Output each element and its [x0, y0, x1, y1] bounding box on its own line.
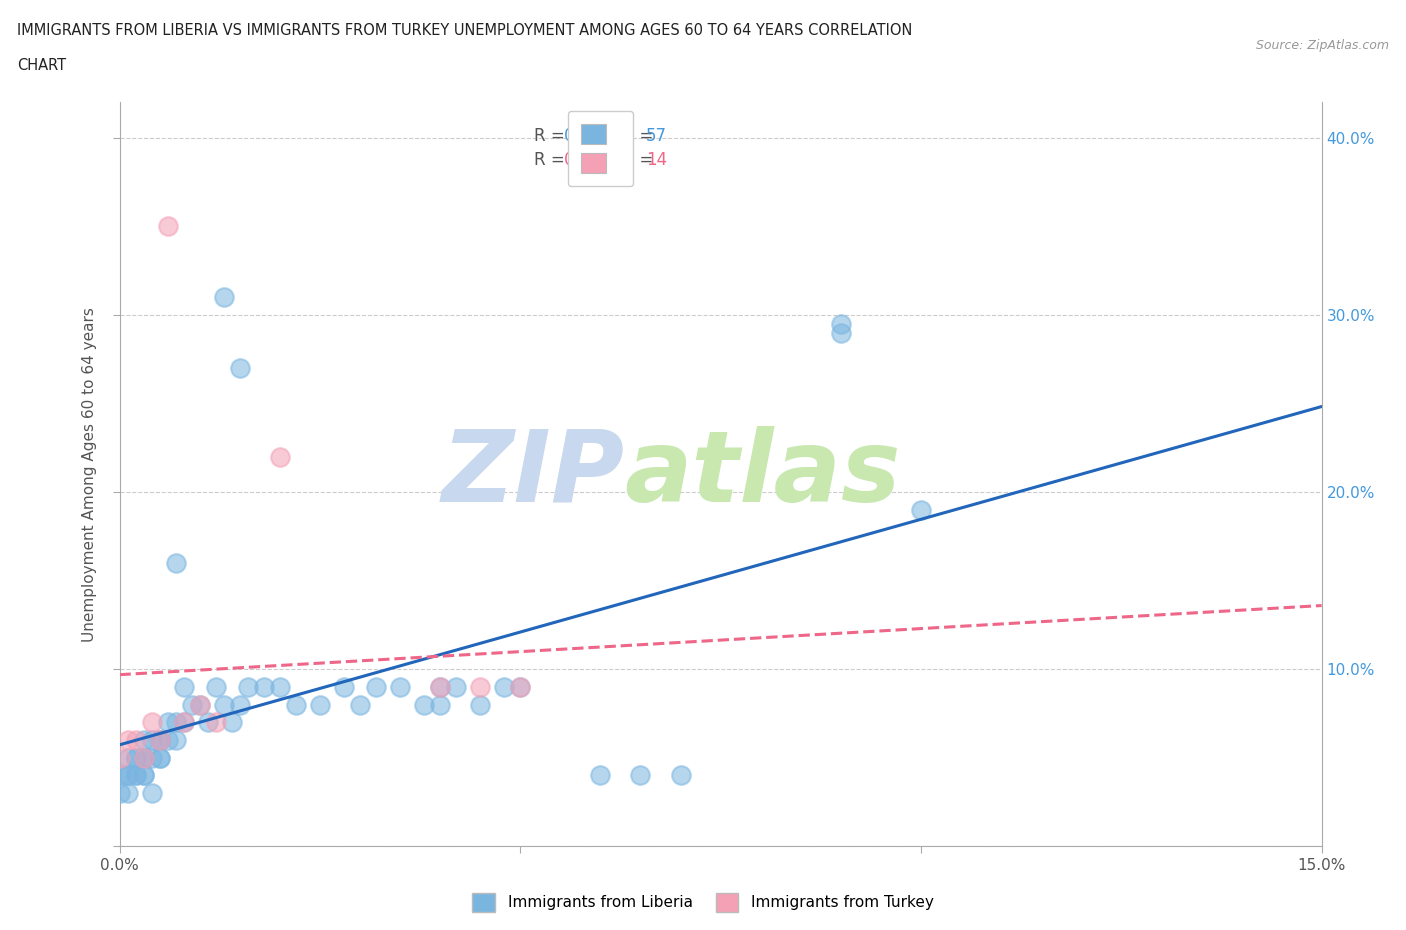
Point	[509, 680, 531, 695]
Point	[149, 751, 172, 765]
Point	[212, 698, 235, 712]
Text: R =: R =	[534, 126, 571, 145]
Point	[388, 680, 412, 695]
Point	[188, 698, 211, 712]
Point	[124, 751, 146, 765]
Point	[212, 290, 235, 305]
Legend: , : ,	[568, 111, 633, 186]
Point	[141, 786, 163, 801]
Text: N =: N =	[606, 126, 659, 145]
Point	[468, 680, 492, 695]
Point	[589, 768, 612, 783]
Text: 0.285: 0.285	[564, 126, 612, 145]
Point	[132, 768, 155, 783]
Point	[173, 680, 195, 695]
Point	[132, 768, 155, 783]
Point	[141, 733, 163, 748]
Point	[117, 786, 139, 801]
Point	[132, 751, 155, 765]
Point	[132, 751, 155, 765]
Text: 14: 14	[645, 152, 668, 169]
Point	[509, 680, 531, 695]
Point	[141, 751, 163, 765]
Point	[173, 715, 195, 730]
Text: Source: ZipAtlas.com: Source: ZipAtlas.com	[1256, 39, 1389, 52]
Point	[141, 715, 163, 730]
Point	[364, 680, 387, 695]
Point	[149, 733, 172, 748]
Point	[180, 698, 202, 712]
Point	[429, 680, 451, 695]
Point	[124, 768, 146, 783]
Y-axis label: Unemployment Among Ages 60 to 64 years: Unemployment Among Ages 60 to 64 years	[82, 307, 97, 642]
Point	[156, 219, 179, 233]
Point	[468, 698, 492, 712]
Point	[149, 751, 172, 765]
Point	[117, 733, 139, 748]
Point	[124, 768, 146, 783]
Text: 0.138: 0.138	[564, 152, 612, 169]
Point	[156, 715, 179, 730]
Legend: Immigrants from Liberia, Immigrants from Turkey: Immigrants from Liberia, Immigrants from…	[467, 887, 939, 918]
Point	[108, 768, 131, 783]
Text: atlas: atlas	[624, 426, 901, 523]
Point	[165, 715, 187, 730]
Point	[188, 698, 211, 712]
Point	[309, 698, 332, 712]
Point	[333, 680, 356, 695]
Text: 57: 57	[645, 126, 666, 145]
Point	[269, 449, 291, 464]
Point	[173, 715, 195, 730]
Point	[830, 326, 852, 340]
Point	[221, 715, 243, 730]
Point	[253, 680, 276, 695]
Point	[429, 698, 451, 712]
Point	[494, 680, 516, 695]
Point	[124, 733, 146, 748]
Point	[630, 768, 652, 783]
Point	[204, 680, 226, 695]
Point	[284, 698, 307, 712]
Point	[197, 715, 219, 730]
Point	[124, 751, 146, 765]
Point	[132, 733, 155, 748]
Point	[228, 698, 252, 712]
Point	[149, 733, 172, 748]
Point	[156, 733, 179, 748]
Point	[165, 733, 187, 748]
Point	[117, 768, 139, 783]
Point	[108, 751, 131, 765]
Point	[429, 680, 451, 695]
Point	[132, 751, 155, 765]
Point	[669, 768, 692, 783]
Point	[910, 502, 932, 517]
Point	[413, 698, 436, 712]
Point	[228, 361, 252, 376]
Point	[269, 680, 291, 695]
Text: N =: N =	[606, 152, 659, 169]
Point	[165, 555, 187, 570]
Point	[149, 733, 172, 748]
Text: R =: R =	[534, 152, 571, 169]
Point	[117, 751, 139, 765]
Point	[349, 698, 371, 712]
Point	[204, 715, 226, 730]
Point	[108, 786, 131, 801]
Text: IMMIGRANTS FROM LIBERIA VS IMMIGRANTS FROM TURKEY UNEMPLOYMENT AMONG AGES 60 TO : IMMIGRANTS FROM LIBERIA VS IMMIGRANTS FR…	[17, 23, 912, 38]
Text: ZIP: ZIP	[441, 426, 624, 523]
Point	[830, 316, 852, 331]
Text: CHART: CHART	[17, 58, 66, 73]
Point	[117, 768, 139, 783]
Point	[444, 680, 467, 695]
Point	[236, 680, 259, 695]
